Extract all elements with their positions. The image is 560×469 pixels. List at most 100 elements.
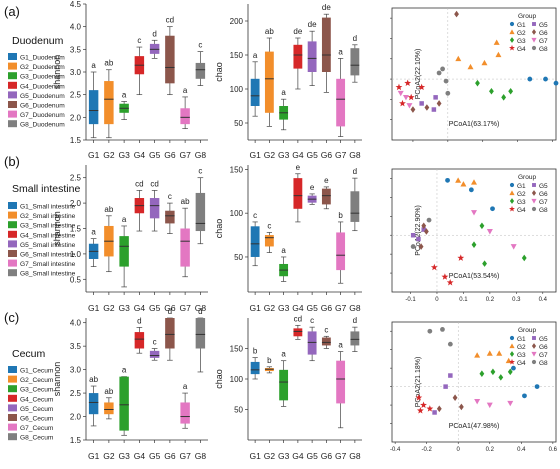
row2-legend-label: G3_Small intestine [20,223,76,230]
row1-chao-box-G5 [307,41,317,72]
row2-chao-x-tick-label: G4 [292,303,304,313]
row2-point-G4 [430,263,438,271]
row3-point-G3 [479,370,485,377]
row2-shannon-y-label: shannon [52,211,62,246]
row3-chao-box-G4 [293,328,303,337]
row1-pcoa-legend-marker-G5 [532,22,536,26]
row1-pcoa-legend-label: G4 [517,46,526,53]
row3-chao-box-G3 [279,369,289,401]
row3-legend-swatch-G6 [8,414,17,421]
row1-point-G4 [395,83,403,91]
row2-shannon-x-tick-label: G7 [179,303,191,313]
row1-chao-sig-letter: a [281,88,286,97]
row2-legend-swatch-G4 [8,230,17,238]
row3-shannon-x-tick-label: G7 [179,451,191,461]
row1-point-G3 [489,87,494,95]
row1-pcoa-legend-label: G8 [539,46,548,53]
row1-point-G2 [467,63,474,70]
row1-chao-y-tick-label: 100 [230,85,244,94]
row2-shannon-sig-letter: ab [104,205,113,214]
row3-chao-boxplot: 50 100 150 chao b G1 b G2 a G3 cd G4 c G5 c G6 a G7 d G8 [214,314,362,461]
row3-shannon-sig-letter: a [183,382,188,391]
row1-pcoa-legend-marker-G7 [531,37,537,43]
row3-shannon-x-tick-label: G1 [88,451,100,461]
row2-shannon-box-G6 [165,210,175,224]
row3-chao-y-tick-label: 100 [230,375,244,384]
row1-legend-label: G8_Duodenum [20,122,65,129]
row1-shannon-sig-letter: a [122,90,127,99]
row1-point-G4 [399,99,406,107]
row3-pcoa-legend: Group G1 G5 G2 G6 G3 G7 G4 G8 [509,327,548,367]
row2-shannon-y-tick-label: 1.0 [70,250,82,259]
row1-chao-sig-letter: ab [265,27,274,36]
row1-point-G1 [553,80,559,86]
row2-chao-sig-letter: c [253,211,257,220]
row3-pcoa-legend-label: G6 [539,344,548,351]
row3-pcoa-legend-marker-G4 [509,358,515,365]
row2-shannon-x-tick-label: G1 [88,303,100,313]
row2-shannon-x-tick-label: G6 [164,303,176,313]
row1-legend-label: G3_Duodenum [20,74,65,81]
row3-shannon-x-tick-label: G2 [103,451,115,461]
row1-chao-sig-letter: de [308,20,317,29]
row2-chao-y-tick-label: 150 [230,165,244,174]
row3-point-G4 [415,394,423,401]
row1-chao-y-tick-label: 150 [230,51,244,60]
row2-point-G2 [471,179,477,185]
row2-point-G4 [457,254,465,261]
row2-chao-y-tick-label: 100 [230,209,244,218]
row3-point-G4 [426,405,434,412]
row2-chao-sig-letter: e [296,163,301,172]
row1-pcoa-legend-label: G7 [539,38,548,45]
row1-point-G7 [402,94,409,101]
row1-legend-swatch-G3 [8,72,17,80]
row3-pcoa-legend-title: Group [518,327,536,334]
row2-pcoa-x-tick-label: 0.1 [459,297,468,303]
row3-point-G2 [486,350,493,356]
row3-chao-sig-letter: b [253,347,258,356]
row3-chao-sig-letter: a [338,341,343,350]
row3-point-G5 [432,410,437,415]
row1-chao-sig-letter: a [253,51,258,60]
row2-pcoa-legend-marker-G6 [531,190,537,196]
row2-shannon-y-tick-label: 2.5 [70,174,82,183]
row2-chao-sig-letter: e [324,176,329,185]
row3-pcoa-frame [391,321,557,443]
row3-legend-label: G3_Cecum [20,387,54,394]
row3-point-G8 [447,341,453,347]
row2-legend-label: G2_Small intestine [20,213,76,220]
row3-shannon-y-tick-label: 3.5 [70,342,82,351]
row1-chao-x-tick-label: G7 [335,150,347,160]
row3-shannon-x-tick-label: G5 [149,451,161,461]
row2-chao-box-G4 [293,178,303,209]
row2-chao-x-tick-label: G6 [321,303,333,313]
row3-pcoa-x-tick-label: 0.4 [517,447,526,453]
row1-point-G1 [543,76,548,82]
row1-point-G5 [433,95,438,100]
row3-shannon-box-G7 [180,402,190,424]
row3-pcoa-y-label: PCoA2(21.18%) [415,357,422,408]
row1-pcoa-legend-marker-G3 [509,37,515,43]
row3-shannon-sig-letter: a [122,366,127,375]
row1-shannon-x-tick-label: G1 [88,150,100,160]
row2-point-G1 [468,187,474,193]
row3-chao-x-tick-label: G7 [335,451,347,461]
row1-shannon-box-G6 [165,35,175,84]
row2-pcoa-legend-marker-G8 [531,206,537,212]
row3-panel-label: (c) [4,310,19,325]
row2-chao-box-G8 [350,191,360,222]
row3-point-G8 [427,328,433,334]
row2-pcoa-legend-label: G7 [539,199,548,206]
row2-pcoa-x-tick-label: 0.3 [512,297,521,303]
row3-chao-x-tick-label: G1 [249,451,261,461]
row3-chao-y-label: chao [214,369,224,389]
row1-shannon-sig-letter: c [137,36,141,45]
row3-pcoa-legend-label: G4 [517,360,526,367]
row2-point-G8 [426,217,432,223]
row3-legend-label: G1_Cecum [20,368,54,375]
row2-legend-swatch-G1 [8,202,17,209]
row2-shannon-box-G7 [180,228,190,267]
row2-chao-x-tick-label: G8 [349,303,361,313]
row2-pcoa-legend-label: G2 [517,191,526,198]
